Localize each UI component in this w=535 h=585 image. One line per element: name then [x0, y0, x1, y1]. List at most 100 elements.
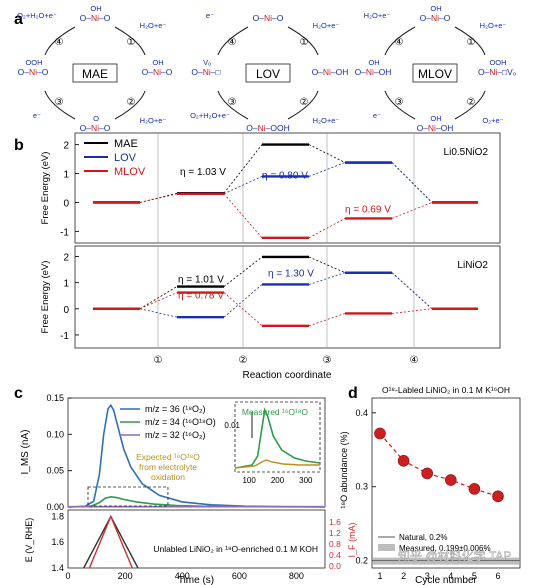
legend-swatch	[378, 544, 395, 551]
x-tick-label: 400	[175, 571, 190, 581]
reaction-label-r4: O₂+H₂O+e⁻	[17, 11, 57, 20]
x-tick-label: ②	[239, 355, 248, 366]
y-axis-label: ¹⁸O abundance (%)	[339, 431, 349, 508]
trend-line	[379, 433, 499, 497]
y-axis-label: I_MS (nA)	[20, 429, 31, 474]
y-axis-label: Free Energy (eV)	[40, 152, 51, 225]
panel-letter-b: b	[14, 137, 24, 154]
legend-label: MAE	[114, 138, 138, 150]
species-bottom: O–Ni–O	[80, 123, 111, 133]
step-number: ②	[300, 97, 309, 108]
material-label: LiNiO2	[457, 260, 488, 271]
legend-label: MLOV	[114, 166, 146, 178]
series-line	[83, 514, 139, 569]
step-number: ④	[228, 37, 237, 48]
panel-d-isotope-abundance: 0.2 0.3 0.4 ¹⁸O abundance (%) O¹⁸-Labled LiN…	[339, 385, 521, 585]
overpotential-label: η = 0.80 V	[262, 171, 308, 182]
species-left: O–Ni–□	[191, 67, 220, 77]
plot-frame	[67, 509, 326, 569]
energy-connector	[308, 218, 346, 239]
mechanism-cycle-lov: LOV O–Ni–O O–Ni–OH O–Ni–OOH O–Ni–□Vₒ ④ ① ② ③ e⁻ H₂…	[190, 11, 348, 133]
adsorbate-left: Vₒ	[203, 58, 211, 67]
legend-label: Natural, 0.2%	[399, 533, 447, 542]
expected-label: Expected ¹⁶O¹⁸O from electrolyte oxidation	[136, 452, 200, 482]
cycle-arc-arrow	[384, 26, 416, 56]
mass-spec-chart: 0.00 0.05 0.10 0.15 I_MS (nA) m/z = 36 (¹⁸O₂)…	[20, 393, 326, 512]
y-tick-label: 0.00	[46, 502, 64, 512]
series-line	[67, 496, 326, 508]
species-top: O–Ni–O	[80, 13, 111, 23]
expected-curve	[234, 459, 320, 469]
measured-label: Measured ¹⁶O¹⁸O	[242, 407, 309, 417]
cycle-arc-arrow	[287, 90, 319, 120]
y-tick-label: -1	[60, 331, 69, 342]
energy-connector	[139, 286, 178, 310]
y-tick-label: 1.8	[51, 511, 64, 521]
adsorbate-right: OOH	[489, 58, 506, 67]
energy-connector	[391, 202, 433, 219]
cycle-arc-arrow	[114, 26, 146, 56]
right-y-tick-label: 0.0	[329, 561, 341, 571]
mechanism-cycle-mlov: MLOVO–Ni–OOHO–Ni–□VₒOOHO–Ni–OHOHO–Ni–OHO…	[355, 4, 516, 133]
legend-label: LOV	[114, 152, 137, 164]
cycle-center-box	[245, 63, 291, 83]
data-point	[397, 455, 410, 467]
step-number: ①	[467, 37, 476, 48]
step-number: ③	[228, 97, 237, 108]
x-axis-label: Time (s)	[178, 575, 214, 585]
species-right: O–Ni–O	[142, 67, 173, 77]
legend-label: m/z = 36 (¹⁸O₂)	[145, 404, 206, 414]
x-tick-label: 3	[425, 571, 430, 581]
step-number: ③	[55, 97, 64, 108]
x-tick-label: 2	[401, 571, 406, 581]
species-top: O–Ni–O	[420, 13, 451, 23]
species-left: O–Ni–O	[18, 67, 49, 77]
inset-x-tick-label: 200	[271, 476, 285, 485]
step-number: ④	[395, 37, 404, 48]
y-tick-label: 0.15	[46, 393, 64, 403]
adsorbate-right: OH	[152, 58, 163, 67]
data-point	[421, 467, 434, 480]
data-point	[492, 490, 504, 503]
reaction-label-r1: H₂O+e⁻	[140, 21, 167, 30]
step-number: ②	[467, 97, 476, 108]
free-energy-chart-1: -1 0 1 2 Free Energy (eV) Li0.5NiO2 η = 1.03 V…	[40, 132, 501, 244]
right-y-axis-label: I_F (mA)	[347, 522, 357, 557]
panel-c-mass-spec-traces: 0.000.050.100.15I_MS (nA)m/z = 36 (¹⁸O₂)…	[20, 393, 357, 585]
y-tick-label: 2	[63, 252, 69, 263]
cycle-center-label: MAE	[82, 67, 108, 81]
data-point	[444, 474, 457, 486]
species-bottom: O–Ni–OOH	[246, 123, 289, 133]
cycle-center-box	[72, 63, 118, 83]
panel-b-free-energy-diagrams: -1 0 1 2 Free Energy (eV) Li0.5NiO2 η = 1.03 V…	[40, 132, 501, 381]
overpotential-label: η = 1.01 V	[178, 275, 224, 286]
legend-label: m/z = 34 (¹⁶O¹⁸O)	[145, 417, 216, 427]
energy-connector	[223, 256, 263, 287]
data-point	[468, 483, 481, 495]
y-tick-label: 0.10	[46, 429, 64, 439]
legend-label: m/z = 32 (¹⁶O₂)	[145, 430, 205, 440]
plot-frame	[74, 132, 501, 244]
reaction-label-r1: H₂O+e⁻	[313, 21, 340, 30]
step-number: ①	[127, 37, 136, 48]
cycle-arc-arrow	[217, 26, 249, 56]
legend: m/z = 36 (¹⁸O₂) m/z = 34 (¹⁶O¹⁸O) m/z = 32…	[120, 404, 216, 440]
step-number: ③	[395, 97, 404, 108]
energy-connector	[308, 256, 346, 274]
scale-bar-label: 0.01	[224, 421, 240, 430]
y-axis-label: E (V_RHE)	[24, 518, 34, 563]
energy-connector	[391, 308, 433, 314]
adsorbate-top: OH	[430, 4, 441, 13]
cycle-center-box	[412, 63, 458, 83]
y-tick-label: 0	[63, 305, 69, 316]
x-axis-label: Cycle number	[415, 575, 477, 585]
cycle-arc-arrow	[454, 26, 486, 56]
energy-connector	[391, 162, 433, 203]
y-tick-label: 1	[63, 170, 69, 181]
material-label: Li0.5NiO2	[444, 147, 489, 158]
y-tick-label: 1.4	[51, 563, 64, 573]
y-tick-label: 0.2	[355, 556, 368, 566]
x-tick-label: 600	[232, 571, 247, 581]
data-point	[374, 427, 386, 440]
